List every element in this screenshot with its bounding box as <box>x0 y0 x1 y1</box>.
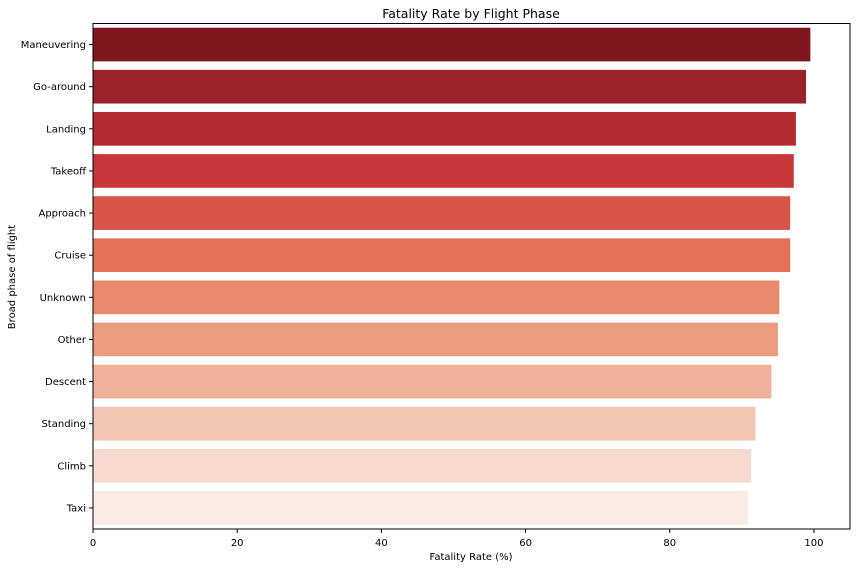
y-axis-label: Broad phase of flight <box>7 225 18 329</box>
y-axis-ticks: Maneuvering Go-around Landing Takeoff Approa… <box>21 40 93 514</box>
y-tick-label: Descent <box>45 377 86 388</box>
bar-approach <box>93 196 791 230</box>
x-axis-ticks: 0 20 40 60 80 100 <box>90 529 823 549</box>
x-tick-label: 100 <box>804 538 823 549</box>
y-tick-label: Go-around <box>33 82 86 93</box>
x-tick-label: 20 <box>231 538 244 549</box>
y-tick-label: Standing <box>41 419 86 430</box>
bar-cruise <box>93 238 791 273</box>
x-tick-label: 80 <box>663 538 676 549</box>
bar-taxi <box>93 491 749 525</box>
bar-descent <box>93 364 772 399</box>
y-tick-label: Cruise <box>54 251 86 262</box>
x-tick-label: 40 <box>375 538 388 549</box>
bar-climb <box>93 448 752 483</box>
x-tick-label: 0 <box>90 538 96 549</box>
y-tick-label: Other <box>58 335 87 346</box>
plot-frame <box>92 23 851 530</box>
bar-group <box>93 27 811 525</box>
y-tick-label: Climb <box>57 461 86 472</box>
bar-unknown <box>93 280 780 315</box>
bar-standing <box>93 406 756 441</box>
y-tick-label: Landing <box>46 124 86 135</box>
y-tick-label: Approach <box>38 209 86 220</box>
x-tick-label: 60 <box>519 538 532 549</box>
bar-landing <box>93 111 796 146</box>
y-tick-label: Maneuvering <box>21 40 86 51</box>
y-tick-label: Takeoff <box>50 166 87 177</box>
y-tick-label: Taxi <box>66 503 86 514</box>
y-tick-label: Unknown <box>40 293 86 304</box>
bar-maneuvering <box>93 27 811 62</box>
bar-go-around <box>93 69 807 104</box>
bar-takeoff <box>93 154 794 188</box>
chart-title: Fatality Rate by Flight Phase <box>382 6 560 21</box>
bar-other <box>93 322 778 357</box>
x-axis-label: Fatality Rate (%) <box>430 552 513 563</box>
